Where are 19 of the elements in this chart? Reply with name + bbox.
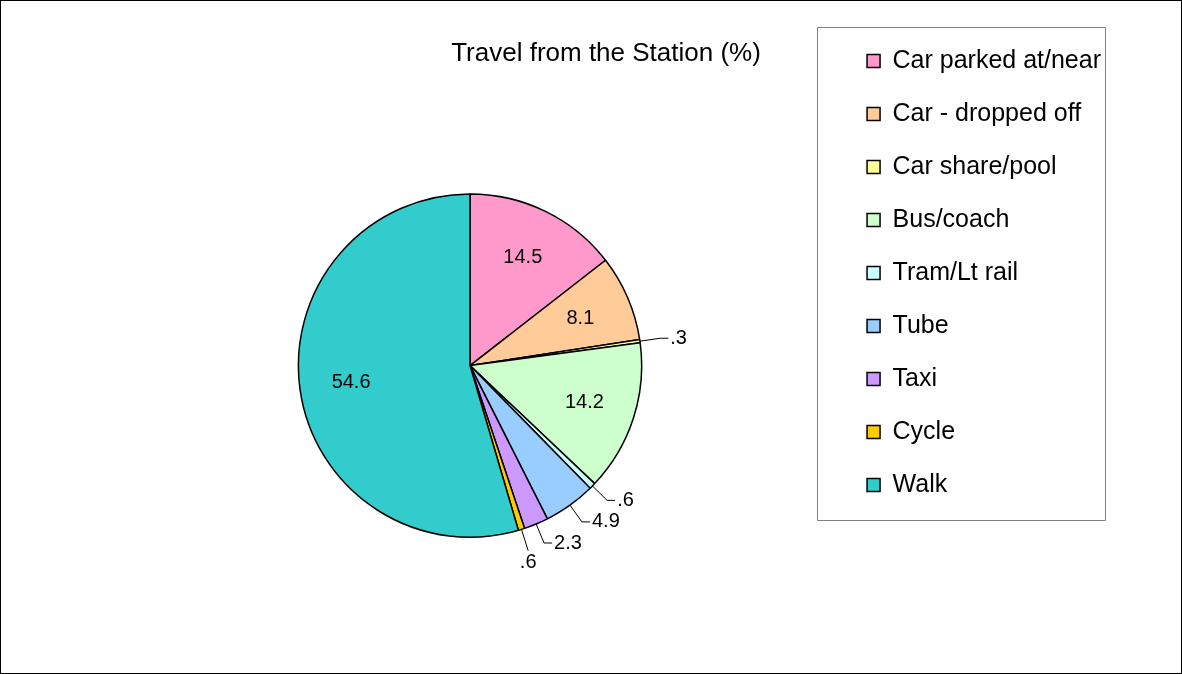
- legend-label: Tube: [892, 309, 949, 338]
- legend-label: Tram/Lt rail: [892, 256, 1019, 285]
- chart-title: Travel from the Station (%): [451, 36, 761, 67]
- data-label: 4.9: [591, 509, 620, 532]
- legend-label: Cycle: [892, 415, 956, 444]
- data-label: .3: [670, 325, 688, 348]
- data-label: 8.1: [566, 305, 595, 328]
- data-label: 14.5: [503, 245, 543, 268]
- data-label: 54.6: [331, 370, 371, 393]
- data-label: .6: [617, 487, 634, 510]
- legend-label: Bus/coach: [892, 203, 1010, 232]
- legend-label: Walk: [892, 468, 948, 497]
- data-label: .6: [519, 550, 537, 573]
- legend-label: Car - dropped off: [892, 97, 1082, 126]
- legend-label: Taxi: [892, 362, 938, 391]
- data-label: 2.3: [554, 530, 582, 553]
- legend-label: Car parked at/near: [892, 44, 1102, 73]
- legend-label: Car share/pool: [892, 150, 1057, 179]
- data-label: 14.2: [564, 390, 604, 413]
